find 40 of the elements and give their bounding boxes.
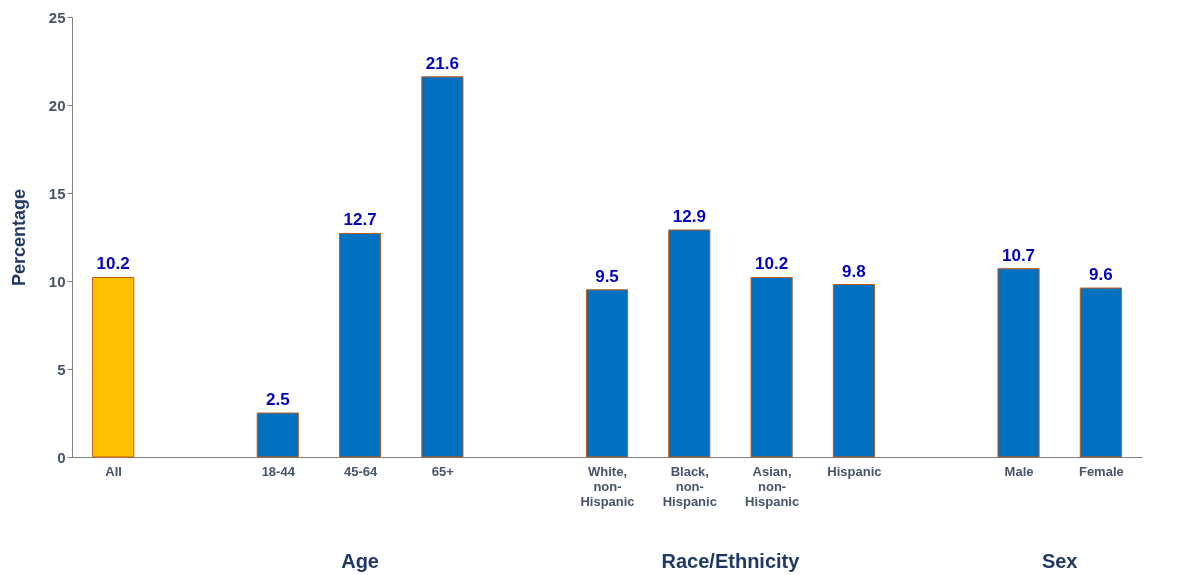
bar	[668, 229, 711, 458]
bar	[997, 268, 1040, 458]
x-tick-label: Hispanic	[827, 463, 882, 479]
text: Race/Ethnicity	[661, 550, 801, 572]
data-label: 10.7	[1001, 245, 1036, 265]
bar	[1079, 287, 1122, 458]
x-tick-label: Asian, non- Hispanic	[745, 463, 800, 509]
x-tick-label: Black, non- Hispanic	[662, 463, 717, 509]
data-label: 10.2	[755, 254, 789, 274]
y-tick-label: 15	[48, 184, 66, 202]
y-tick-label: 25	[48, 8, 66, 26]
data-label: 9.8	[842, 261, 866, 281]
y-tick-label: 5	[57, 360, 66, 378]
text: Age	[341, 550, 379, 572]
bar	[832, 284, 875, 458]
y-axis-title: Percentage	[8, 188, 29, 287]
bar	[256, 412, 299, 458]
x-tick-label: All	[105, 463, 122, 479]
data-label: 12.9	[672, 206, 706, 226]
x-tick-label: Male	[1004, 463, 1034, 479]
x-tick-label: 45-64	[343, 463, 378, 479]
bar	[421, 76, 464, 458]
bar	[750, 276, 793, 458]
bar	[92, 276, 135, 458]
x-tick-label: Female	[1078, 463, 1124, 479]
data-label: 12.7	[343, 210, 377, 230]
bar	[585, 289, 629, 458]
text: Sex	[1041, 550, 1078, 572]
x-tick-label: White, non- Hispanic	[580, 463, 635, 509]
y-tick-label: 20	[48, 96, 66, 114]
data-label: 9.6	[1089, 265, 1113, 285]
data-label: 9.5	[595, 266, 619, 286]
data-label: 10.2	[96, 254, 130, 274]
x-tick-label: 65+	[431, 463, 455, 479]
y-tick-label: 10	[48, 272, 66, 290]
data-label: 21.6	[425, 53, 459, 73]
x-tick-label: 18-44	[261, 463, 296, 479]
y-tick-label: 0	[57, 448, 66, 466]
data-label: 2.5	[265, 390, 290, 409]
bar	[339, 232, 382, 458]
